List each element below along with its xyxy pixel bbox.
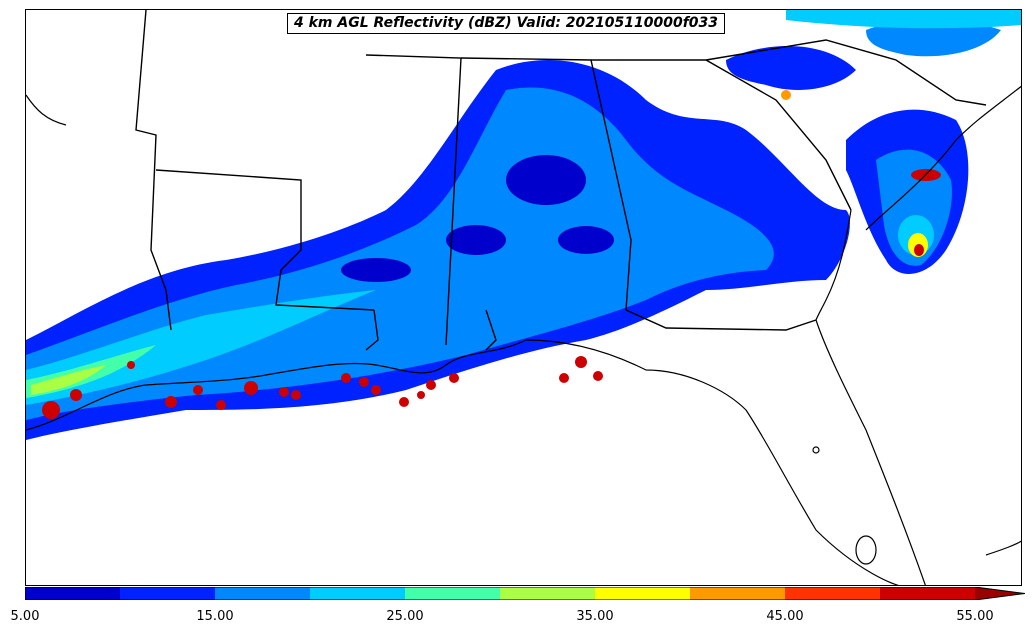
colorbar <box>25 587 1025 600</box>
colorbar-tick-label: 25.00 <box>386 609 424 624</box>
storm-cells <box>42 90 791 419</box>
reflectivity-map <box>26 10 1021 585</box>
map-panel <box>25 9 1022 586</box>
state-borders <box>135 10 987 351</box>
colorbar-segment <box>500 587 596 600</box>
colorbar-segment <box>25 587 121 600</box>
colorbar-segment <box>690 587 786 600</box>
colorbar-segment <box>405 587 501 600</box>
colorbar-segment <box>310 587 406 600</box>
colorbar-tick-label: 5.00 <box>10 609 40 624</box>
colorbar-segment <box>785 587 881 600</box>
colorbar-segment <box>880 587 976 600</box>
colorbar-segment <box>120 587 216 600</box>
colorbar-tick-label: 35.00 <box>576 609 614 624</box>
colorbar-tick-label: 55.00 <box>956 609 994 624</box>
colorbar-outline <box>25 587 1025 600</box>
map-title: 4 km AGL Reflectivity (dBZ) Valid: 20210… <box>287 13 726 34</box>
colorbar-tick-label: 15.00 <box>196 609 234 624</box>
coastline <box>26 85 1021 585</box>
colorbar-segment <box>595 587 691 600</box>
colorbar-tick-label: 45.00 <box>766 609 804 624</box>
colorbar-extend-arrow <box>975 587 1025 600</box>
reflectivity-field <box>26 10 1021 440</box>
colorbar-segment <box>215 587 311 600</box>
